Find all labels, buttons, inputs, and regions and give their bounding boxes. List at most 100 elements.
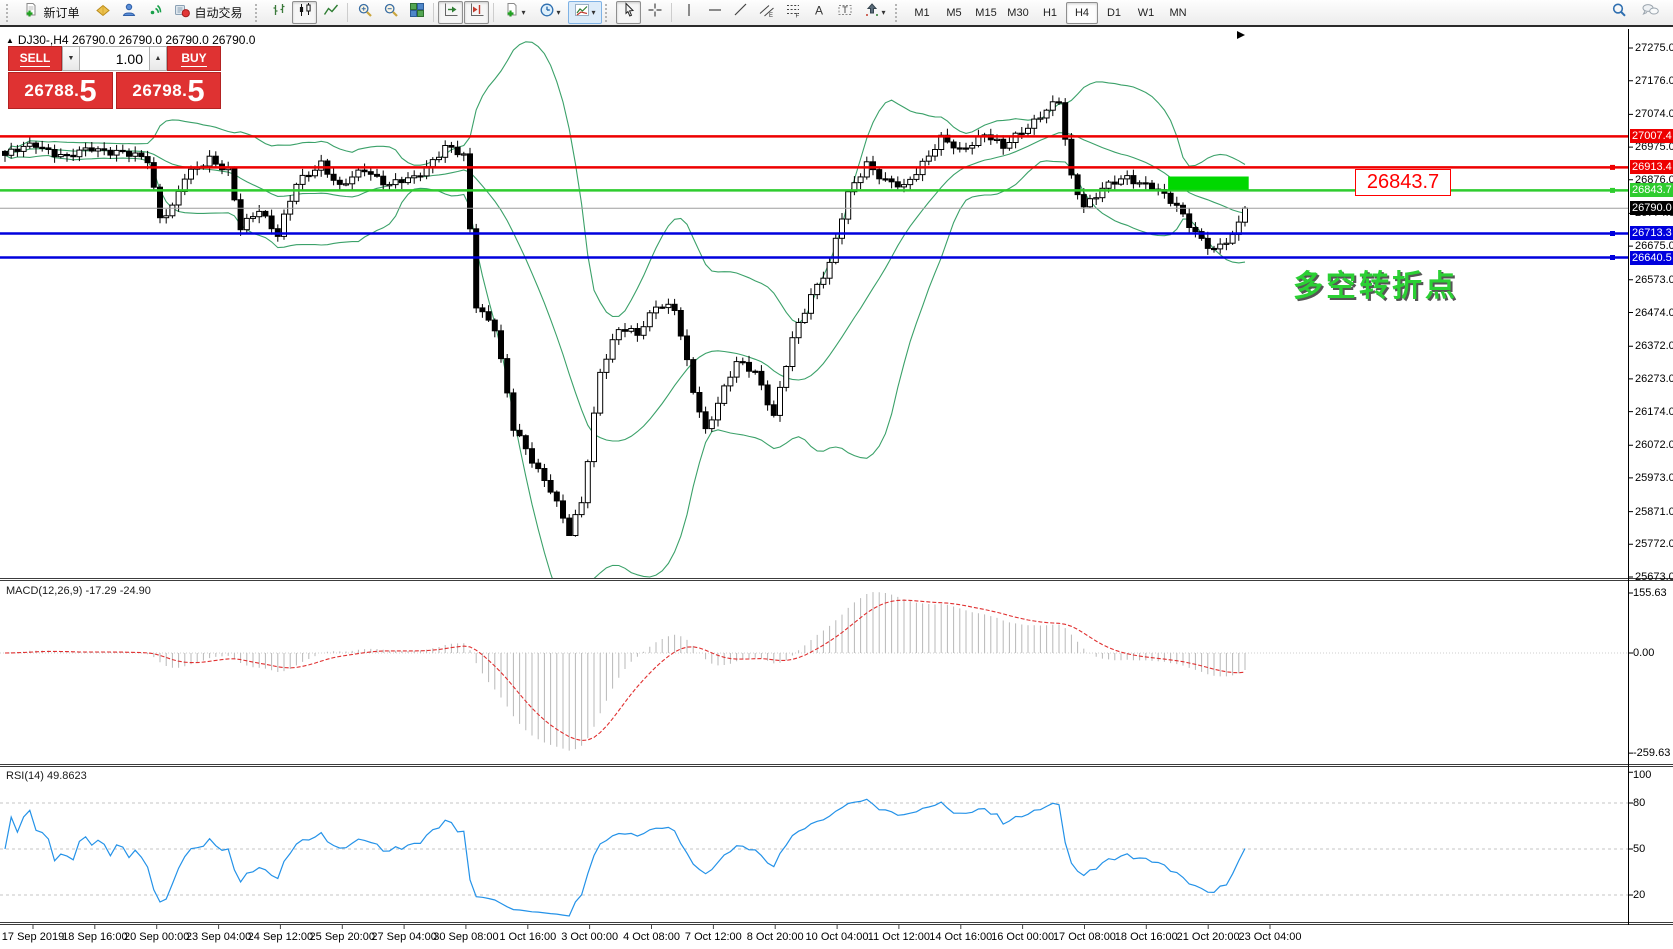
horizontal-line-button[interactable] [702,1,727,24]
fibonacci-button[interactable]: F [780,1,805,24]
new-chart-button[interactable]: ▾ [498,1,532,24]
rsi-indicator [0,798,1628,917]
crosshair-button[interactable] [642,1,667,24]
chart-title-text: DJ30-,H4 26790.0 26790.0 26790.0 26790.0 [17,33,256,47]
arrows-button[interactable]: ▾ [858,1,892,24]
panel-separator[interactable] [0,578,1673,581]
price-callout-box[interactable]: 26843.7 [1355,169,1451,196]
line-chart-icon [323,2,339,23]
buy-label: BUY [181,50,207,67]
cursor-button[interactable] [616,1,641,24]
lot-decrease-button[interactable]: ▼ [62,46,80,71]
timeframe-w1[interactable]: W1 [1137,6,1155,19]
lot-increase-button[interactable]: ▲ [149,46,167,71]
time-axis-label: 18 Sep 16:00 [62,931,128,943]
rsi-scale-label: 100 [1633,769,1652,781]
toolbar-separator [347,3,348,22]
chart-shift-icon [469,2,485,23]
rsi-scale-label: 20 [1633,889,1646,901]
timeframe-m1[interactable]: M1 [914,6,930,19]
buy-price-big-digit: 5 [187,72,205,108]
toolbar-grip[interactable] [6,3,12,22]
bar-chart-button[interactable] [266,1,291,24]
sell-button[interactable]: SELL [8,46,62,71]
channel-button[interactable]: E [754,1,779,24]
time-axis-label: 24 Sep 12:00 [247,931,314,943]
price-badge: 26790.0 [1630,201,1673,216]
svg-text:F: F [795,14,799,19]
tile-windows-icon [409,2,425,23]
timeframe-m5[interactable]: M5 [946,6,962,19]
candlestick-chart-button[interactable] [292,1,317,24]
chart-shift-button[interactable] [464,1,489,24]
macd-indicator [0,592,1628,751]
timeframe-h4[interactable]: H4 [1066,1,1098,24]
time-axis-label: 14 Oct 16:00 [929,931,993,943]
periods-button[interactable]: ▾ [533,1,567,24]
new-order-button[interactable]: 新订单 [17,1,89,24]
text-label-button[interactable]: T [832,1,857,24]
timeframe-bar: M1 M5 M15 M30 H1 H4 D1 W1 MN [906,1,1194,24]
new-order-icon [23,2,39,23]
timeframe-h1[interactable]: H1 [1042,6,1058,19]
search-icon [1611,2,1628,24]
timeframe-m30[interactable]: M30 [1007,6,1029,19]
vertical-line-button[interactable] [676,1,701,24]
svg-text:T: T [842,5,848,15]
buy-button[interactable]: BUY [167,46,221,71]
text-button[interactable]: A [806,1,831,24]
zoom-in-button[interactable] [352,1,377,24]
clock-icon [539,2,555,23]
turning-point-note[interactable]: 多空转折点 [1293,270,1458,303]
hosting-button[interactable] [116,1,141,24]
trendline-button[interactable] [728,1,753,24]
market-icon [95,2,111,23]
panel-separator[interactable] [0,764,1673,767]
buy-price-button[interactable]: 26798. 5 [116,72,221,109]
search-button[interactable] [1607,1,1632,24]
price-tick-label: 27176.0 [1635,74,1673,87]
indicators-button[interactable]: ▾ [568,1,602,24]
toolbar-grip[interactable] [255,3,261,22]
cursor-icon [621,2,637,23]
time-axis-label: 20 Sep 00:00 [123,931,190,943]
svg-text:A: A [815,4,823,18]
scroll-to-end-icon [1237,31,1245,39]
auto-scroll-button[interactable] [438,1,463,24]
panel-separator[interactable] [0,922,1673,925]
timeframe-mn[interactable]: MN [1169,6,1187,19]
time-axis-label: 21 Oct 20:00 [1176,931,1240,943]
toolbar-grip[interactable] [895,3,901,22]
time-axis-label: 7 Oct 12:00 [684,931,742,943]
macd-label: MACD(12,26,9) -17.29 -24.90 [6,585,151,597]
indicators-icon [574,2,590,23]
turning-zone-rect [1168,176,1249,190]
price-badge: 26713.3 [1630,226,1673,241]
price-tick-label: 26372.0 [1635,340,1673,353]
timeframe-m15[interactable]: M15 [975,6,997,19]
chat-button[interactable] [1638,1,1663,24]
new-chart-icon [504,2,520,23]
rsi-scale-label: 80 [1633,797,1646,809]
sell-price-button[interactable]: 26788. 5 [8,72,113,109]
market-button[interactable] [90,1,115,24]
signals-button[interactable] [142,1,167,24]
line-chart-button[interactable] [318,1,343,24]
text-label-icon: T [837,2,853,23]
toolbar-grip[interactable] [605,3,611,22]
timeframe-d1[interactable]: D1 [1106,6,1122,19]
auto-trading-button[interactable]: 自动交易 [168,1,252,24]
horizontal-lines[interactable] [0,135,1628,260]
zoom-out-button[interactable] [378,1,403,24]
toolbar-separator [493,3,494,22]
time-axis-label: 27 Sep 04:00 [371,931,437,943]
symbol-marker-icon: ▲ [6,35,14,45]
tile-windows-button[interactable] [404,1,429,24]
price-tick-label: 26174.0 [1635,405,1673,418]
time-axis-label: 3 Oct 00:00 [561,931,619,943]
zoom-out-icon [383,2,399,23]
one-click-trade-panel: SELL ▼ ▲ BUY 26788.5 26798.5 [8,46,221,109]
lot-size-input[interactable] [80,46,149,71]
broadcast-icon [147,2,163,23]
